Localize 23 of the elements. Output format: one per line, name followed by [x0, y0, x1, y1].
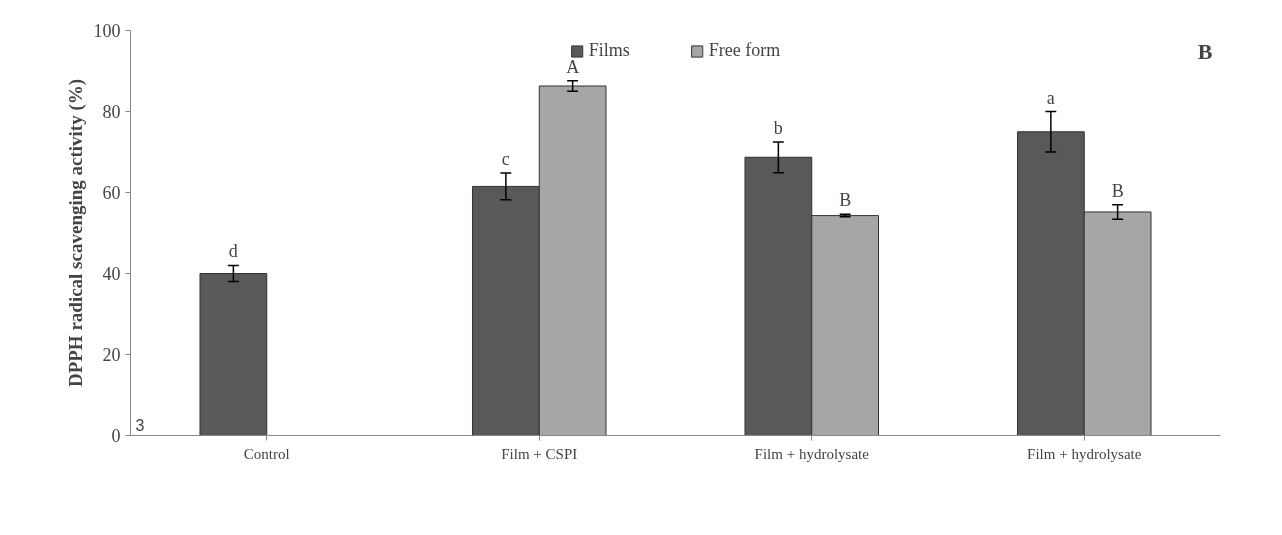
y-axis-title: DPPH radical scavenging activity (%) [64, 78, 87, 388]
y-tick-label: 0 [111, 426, 121, 446]
x-tick-label: Control [243, 445, 290, 462]
bar [199, 273, 268, 436]
legend-label: Free form [708, 40, 781, 61]
data-label: a [1046, 87, 1055, 108]
x-tick-label: Film + hydrolysate [754, 445, 870, 462]
y-tick-label: 40 [102, 264, 121, 284]
data-label: d [228, 241, 238, 262]
y-tick-label: 80 [102, 102, 121, 122]
y-tick-label: 100 [93, 21, 121, 41]
legend-label: Films [588, 40, 630, 61]
y-tick-label: 20 [102, 345, 121, 365]
x-tick-label: Film + hydrolysate [1027, 445, 1142, 462]
y-tick-label: 60 [102, 183, 121, 203]
data-label: B [1111, 180, 1124, 201]
data-label: b [773, 117, 783, 138]
annotation: 3 [135, 416, 145, 434]
annotation: B [1197, 38, 1213, 64]
data-label: c [501, 149, 510, 170]
data-label: A [566, 56, 580, 77]
data-label: B [839, 190, 852, 211]
x-tick-label: Film + CSPI [501, 445, 578, 462]
